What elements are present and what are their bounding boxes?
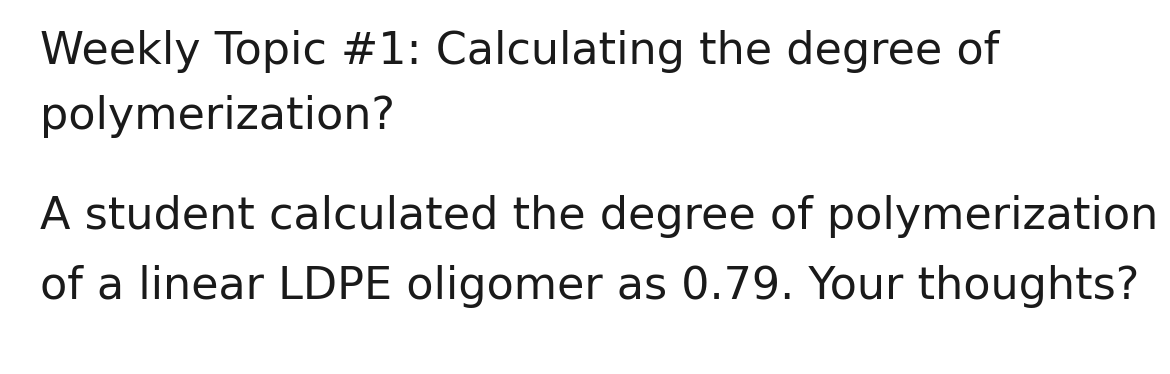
- Text: A student calculated the degree of polymerization: A student calculated the degree of polym…: [40, 195, 1158, 238]
- Text: Weekly Topic #1: Calculating the degree of: Weekly Topic #1: Calculating the degree …: [40, 30, 999, 73]
- Text: of a linear LDPE oligomer as 0.79. Your thoughts?: of a linear LDPE oligomer as 0.79. Your …: [40, 265, 1140, 308]
- Text: polymerization?: polymerization?: [40, 95, 395, 138]
